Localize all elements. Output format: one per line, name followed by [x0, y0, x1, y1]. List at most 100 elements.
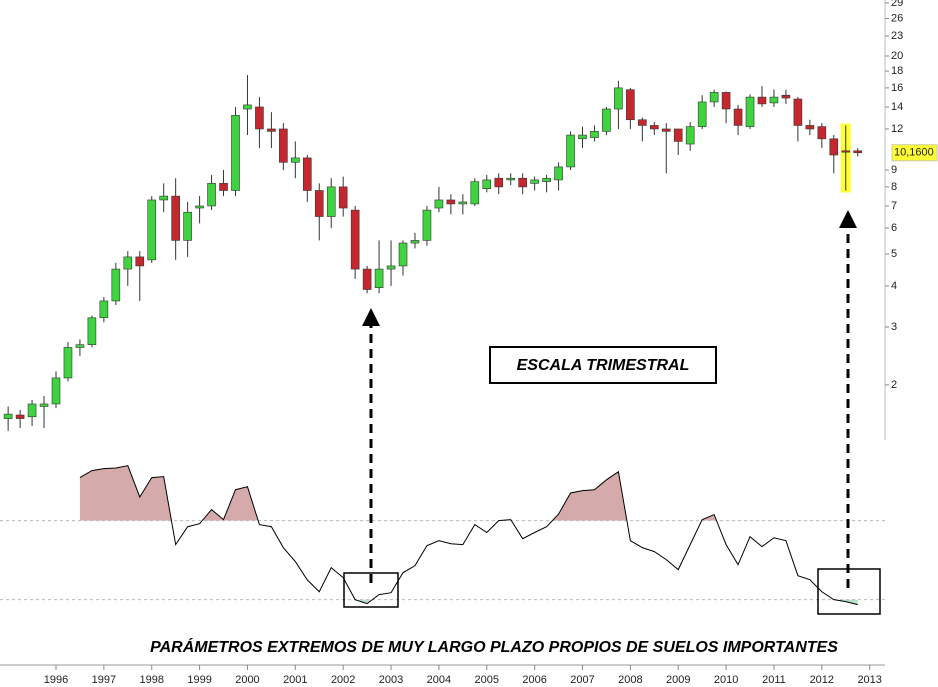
x-tick-label: 2010: [714, 674, 738, 686]
candle-body: [482, 179, 492, 189]
candle-body: [75, 344, 85, 348]
candle-body: [638, 119, 647, 126]
candle-body: [111, 268, 121, 302]
candle-body: [614, 87, 623, 110]
candle-body: [39, 403, 49, 407]
candle-body: [171, 195, 180, 241]
candle-body: [63, 347, 73, 379]
candle-body: [518, 177, 527, 188]
candle-body: [51, 377, 61, 405]
candle-body: [709, 92, 719, 103]
x-tick-label: 2004: [427, 674, 451, 686]
candle-body: [422, 209, 432, 241]
x-tick-label: 2001: [283, 674, 307, 686]
x-tick-label: 2000: [235, 674, 259, 686]
y-tick-label: 12: [891, 123, 903, 135]
candle-body: [398, 242, 408, 267]
candle-body: [279, 128, 288, 163]
candle-body: [494, 177, 504, 188]
y-tick-label: 18: [891, 65, 903, 77]
y-tick-label: 7: [891, 200, 897, 212]
candle-body: [841, 150, 851, 153]
candle-body: [123, 256, 133, 270]
y-tick-label: 29: [891, 0, 903, 9]
y-tick-label: 2: [891, 379, 897, 391]
candle-body: [853, 150, 863, 154]
x-tick-label: 2006: [522, 674, 546, 686]
x-tick-label: 2011: [762, 674, 786, 686]
candle-body: [721, 92, 731, 110]
candle-body: [207, 183, 216, 207]
x-tick-label: 2013: [857, 674, 881, 686]
candle-body: [183, 211, 192, 241]
candle-body: [602, 108, 611, 132]
x-tick-label: 2009: [666, 674, 690, 686]
candle-body: [590, 131, 599, 138]
candle-body: [673, 128, 683, 142]
annotation-box: [489, 346, 717, 384]
candle-body: [530, 179, 539, 184]
x-tick-label: 1996: [44, 674, 68, 686]
y-tick-label: 16: [891, 82, 903, 94]
candle-body: [805, 125, 815, 130]
y-tick-label: 5: [891, 248, 897, 260]
annotation: ESCALA TRIMESTRAL: [517, 357, 690, 374]
candle-body: [829, 138, 839, 156]
arrow-head: [839, 210, 857, 228]
candle-body: [757, 96, 767, 105]
candle-body: [3, 413, 13, 419]
candle-body: [542, 177, 551, 182]
last-price-box: [891, 144, 938, 162]
candle-body: [506, 177, 516, 181]
annotation: PARÁMETROS EXTREMOS DE MUY LARGO PLAZO P…: [150, 637, 838, 656]
candle-body: [362, 268, 372, 290]
candle-body: [434, 199, 444, 209]
candle-body: [769, 96, 779, 104]
candle-body: [446, 199, 456, 205]
candle-body: [578, 134, 587, 140]
candle-body: [566, 134, 575, 168]
candle-body: [267, 128, 276, 132]
candle-body: [326, 186, 336, 217]
candle-body: [350, 209, 360, 270]
candle-body: [87, 317, 97, 346]
candle-body: [243, 104, 252, 110]
candle-body: [386, 265, 396, 270]
x-tick-label: 2012: [810, 674, 834, 686]
x-tick-label: 2005: [475, 674, 499, 686]
y-tick-label: 20: [891, 50, 903, 62]
arrow-head: [362, 308, 380, 326]
candle-body: [15, 414, 25, 419]
candle-body: [195, 205, 204, 209]
candle-body: [793, 98, 803, 126]
level-fill: [79, 465, 858, 521]
candle-body: [147, 199, 157, 261]
x-tick-label: 2008: [618, 674, 642, 686]
candle-body: [781, 94, 791, 99]
candle-body: [219, 183, 228, 191]
candle-body: [302, 157, 312, 191]
y-tick-label: 23: [891, 30, 903, 42]
x-tick-label: 1998: [139, 674, 163, 686]
oscillator-panel: [0, 465, 885, 606]
y-tick-label: 6: [891, 222, 897, 234]
y-tick-label: 9: [891, 164, 897, 176]
candle-body: [255, 106, 264, 130]
last-price-label: 10,1600: [894, 147, 934, 159]
candle-body: [685, 126, 695, 145]
x-tick-label: 1997: [92, 674, 116, 686]
candle-body: [458, 201, 468, 205]
candle-body: [661, 128, 671, 132]
candle-body: [649, 125, 659, 130]
candle-body: [626, 89, 635, 121]
y-tick-label: 3: [891, 321, 897, 333]
candle-body: [314, 190, 324, 217]
candle-body: [554, 166, 563, 181]
candle-body: [374, 268, 384, 288]
candle-body: [470, 181, 480, 205]
y-tick-label: 14: [891, 101, 903, 113]
y-tick-label: 4: [891, 280, 897, 292]
